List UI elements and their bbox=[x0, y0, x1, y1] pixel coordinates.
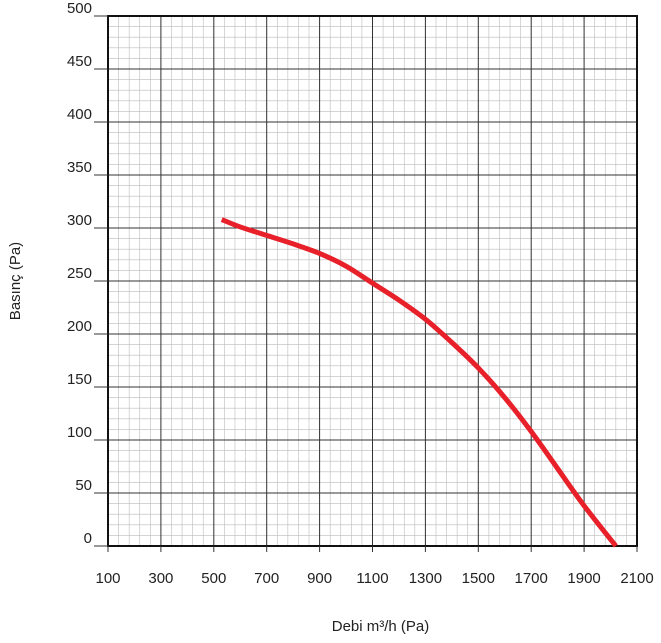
y-tick-label: 400 bbox=[67, 106, 92, 123]
y-axis-title: Basınç (Pa) bbox=[7, 242, 24, 320]
y-tick-label: 200 bbox=[67, 318, 92, 335]
x-tick-label: 1500 bbox=[462, 570, 495, 587]
y-tick-label: 0 bbox=[84, 530, 92, 547]
x-tick-label: 900 bbox=[307, 570, 332, 587]
x-tick-label: 1900 bbox=[567, 570, 600, 587]
y-tick-label: 250 bbox=[67, 265, 92, 282]
y-tick-label: 450 bbox=[67, 53, 92, 70]
series-line-0 bbox=[222, 220, 616, 546]
x-axis-title: Debi m³/h (Pa) bbox=[332, 618, 430, 635]
x-axis-ticks: 100 300 500 700 900 1100 1300 1500 1700 1900 2100 bbox=[95, 546, 653, 587]
x-tick-label: 100 bbox=[95, 570, 120, 587]
y-tick-label: 150 bbox=[67, 371, 92, 388]
x-tick-label: 1700 bbox=[515, 570, 548, 587]
y-tick-label: 350 bbox=[67, 159, 92, 176]
y-tick-label: 50 bbox=[75, 477, 92, 494]
x-tick-label: 2100 bbox=[620, 570, 653, 587]
x-tick-label: 300 bbox=[148, 570, 173, 587]
y-axis-ticks: 0 50 100 150 200 250 300 350 400 450 500 bbox=[67, 0, 108, 547]
y-tick-label: 500 bbox=[67, 0, 92, 17]
y-tick-label: 100 bbox=[67, 424, 92, 441]
series-layer bbox=[222, 220, 616, 546]
y-tick-label: 300 bbox=[67, 212, 92, 229]
x-tick-label: 700 bbox=[254, 570, 279, 587]
x-tick-label: 500 bbox=[201, 570, 226, 587]
x-tick-label: 1300 bbox=[409, 570, 442, 587]
x-tick-label: 1100 bbox=[356, 570, 388, 587]
